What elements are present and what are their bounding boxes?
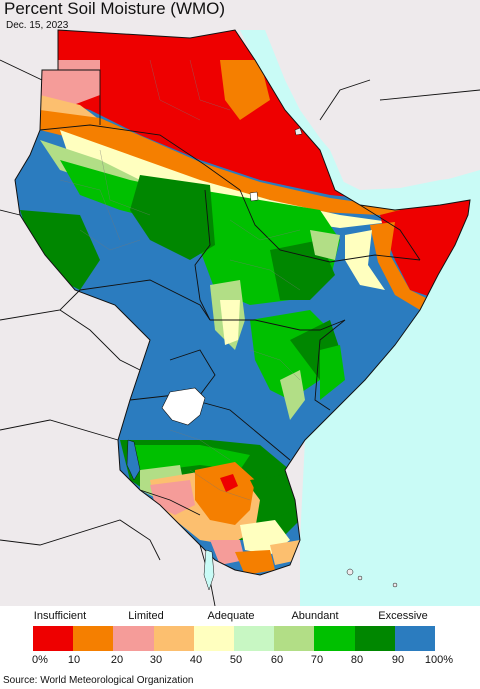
outside-borders	[0, 59, 480, 606]
legend-tick-70: 70	[310, 654, 324, 666]
legend: Insufficient Limited Adequate Abundant E…	[0, 606, 480, 666]
legend-swatch-8	[354, 626, 395, 651]
legend-swatch-0	[33, 626, 74, 651]
legend-tick-90: 90	[391, 654, 405, 666]
legend-swatch-4	[193, 626, 234, 651]
legend-tick-50: 50	[229, 654, 243, 666]
legend-tick-60: 60	[270, 654, 284, 666]
legend-swatch-3	[153, 626, 194, 651]
legend-category-limited: Limited	[128, 610, 164, 622]
legend-swatch-7	[314, 626, 355, 651]
islands	[294, 127, 398, 588]
legend-category-abundant: Abundant	[291, 610, 339, 622]
legend-tick-100: 100%	[424, 654, 454, 666]
lake-victoria	[161, 387, 206, 426]
legend-category-insufficient: Insufficient	[33, 610, 87, 622]
legend-swatch-5	[233, 626, 275, 651]
legend-category-excessive: Excessive	[378, 610, 428, 622]
source-credit: Source: World Meteorological Organizatio…	[3, 675, 194, 686]
soil-moisture-map	[0, 0, 480, 606]
lake-tanganyika	[126, 439, 141, 481]
region-outline	[14, 29, 471, 576]
legend-tick-40: 40	[189, 654, 203, 666]
legend-swatch-2	[113, 626, 154, 651]
admin-lines	[59, 59, 301, 501]
legend-tick-10: 10	[67, 654, 81, 666]
red-sea	[240, 30, 480, 210]
legend-swatch-1	[73, 626, 114, 651]
lake-tana	[249, 191, 259, 202]
legend-category-adequate: Adequate	[207, 610, 255, 622]
legend-color-bar	[33, 626, 435, 651]
legend-tick-80: 80	[350, 654, 364, 666]
arabia-land	[265, 30, 480, 195]
map-date: Dec. 15, 2023	[6, 20, 69, 31]
legend-tick-0: 0%	[32, 654, 48, 666]
legend-tick-30: 30	[149, 654, 163, 666]
lake-malawi	[203, 549, 215, 591]
map-title: Percent Soil Moisture (WMO)	[4, 0, 226, 18]
legend-swatch-6	[274, 626, 315, 651]
legend-swatch-9	[394, 626, 435, 651]
legend-tick-20: 20	[110, 654, 124, 666]
